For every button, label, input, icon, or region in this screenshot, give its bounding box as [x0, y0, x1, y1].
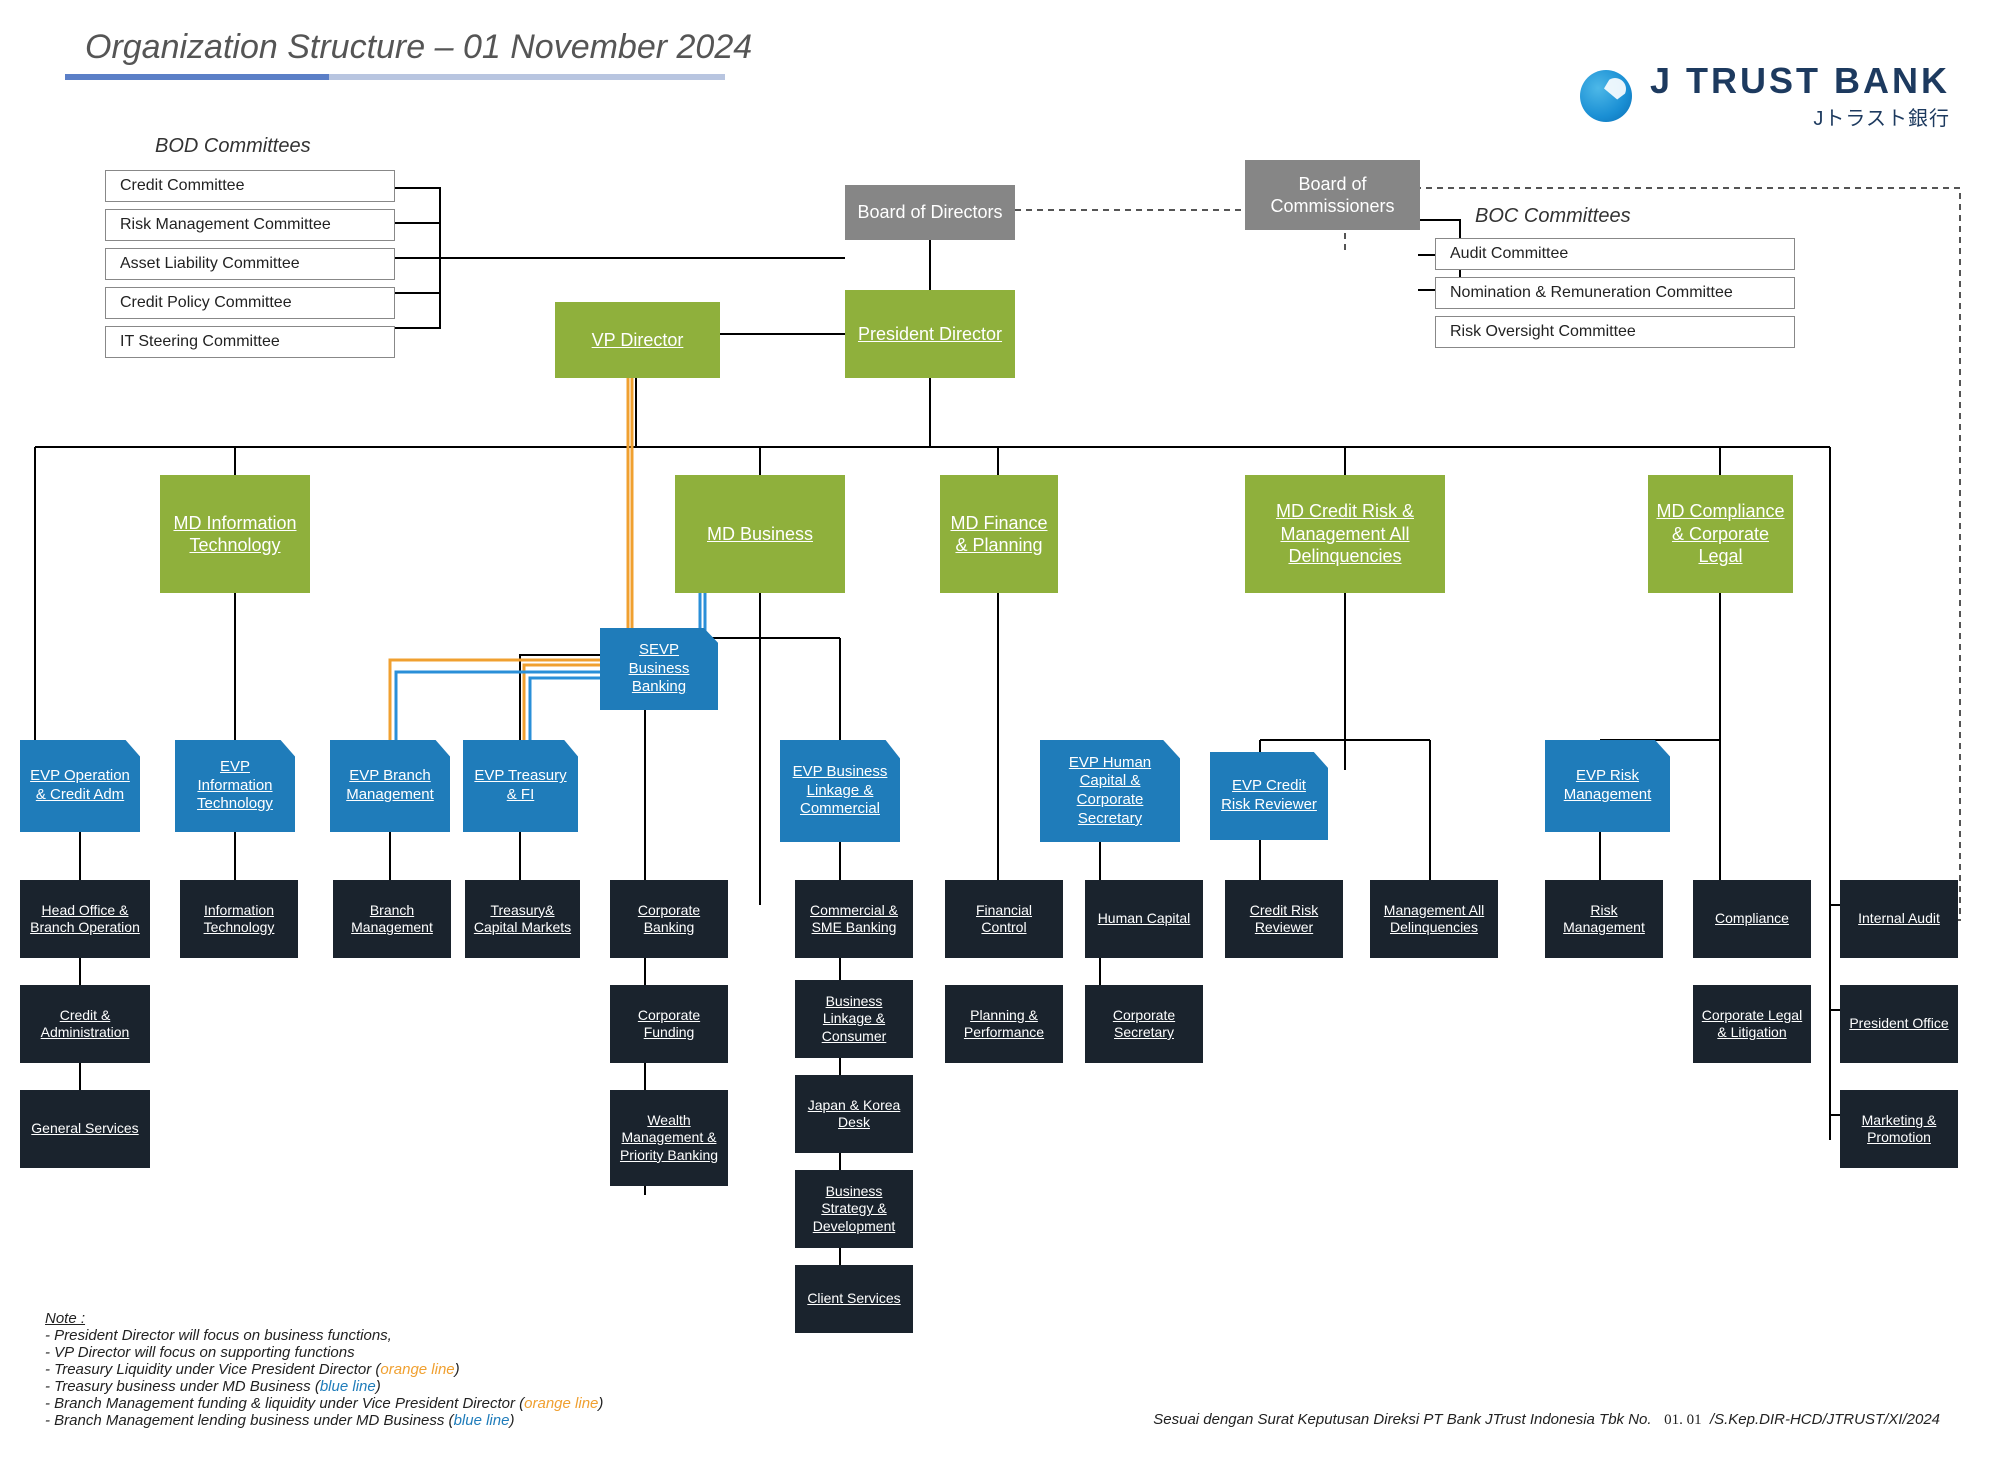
- note-line: Treasury Liquidity under Vice President …: [59, 1361, 603, 1378]
- notes-list-2: Treasury Liquidity under Vice President …: [45, 1361, 603, 1429]
- note-line: Branch Management lending business under…: [59, 1412, 603, 1429]
- node-md-it: MD Information Technology: [160, 475, 310, 593]
- page-title: Organization Structure – 01 November 202…: [85, 28, 752, 67]
- note-line: Branch Management funding & liquidity un…: [59, 1395, 603, 1412]
- node-md-credit: MD Credit Risk & Management All Delinque…: [1245, 475, 1445, 593]
- node-dept: General Services: [20, 1090, 150, 1168]
- note-line: VP Director will focus on supporting fun…: [59, 1344, 603, 1361]
- node-evp-crr: EVP Credit Risk Reviewer: [1210, 752, 1328, 840]
- node-evp-risk: EVP Risk Management: [1545, 740, 1670, 832]
- node-dept: Client Services: [795, 1265, 913, 1333]
- node-dept: Head Office & Branch Operation: [20, 880, 150, 958]
- node-dept: Wealth Management & Priority Banking: [610, 1090, 728, 1186]
- node-dept: Planning & Performance: [945, 985, 1063, 1063]
- note-line: President Director will focus on busines…: [59, 1327, 603, 1344]
- node-dept: Japan & Korea Desk: [795, 1075, 913, 1153]
- node-vp-director: VP Director: [555, 302, 720, 378]
- bod-committees-title: BOD Committees: [155, 135, 311, 158]
- node-president-director: President Director: [845, 290, 1015, 378]
- node-evp-bl-comm: EVP Business Linkage & Commercial: [780, 740, 900, 842]
- node-dept: Credit & Administration: [20, 985, 150, 1063]
- node-dept: Financial Control: [945, 880, 1063, 958]
- node-sevp-business-banking: SEVP Business Banking: [600, 628, 718, 710]
- node-dept: Internal Audit: [1840, 880, 1958, 958]
- logo-icon: [1580, 70, 1632, 122]
- node-dept: Corporate Funding: [610, 985, 728, 1063]
- node-evp-it: EVP Information Technology: [175, 740, 295, 832]
- committee-item: Credit Committee: [105, 170, 395, 202]
- boc-committees-list: Audit Committee Nomination & Remuneratio…: [1435, 238, 1795, 355]
- node-dept: Corporate Banking: [610, 880, 728, 958]
- node-dept: Human Capital: [1085, 880, 1203, 958]
- node-board-of-commissioners: Board of Commissioners: [1245, 160, 1420, 230]
- notes-header: Note :: [45, 1310, 603, 1327]
- node-dept: Branch Management: [333, 880, 451, 958]
- node-dept: Credit Risk Reviewer: [1225, 880, 1343, 958]
- node-dept: Business Strategy & Development: [795, 1170, 913, 1248]
- logo: J TRUST BANK Jトラスト銀行: [1580, 60, 1950, 131]
- committee-item: Risk Oversight Committee: [1435, 316, 1795, 348]
- committee-item: Credit Policy Committee: [105, 287, 395, 319]
- committee-item: IT Steering Committee: [105, 326, 395, 358]
- node-dept: Corporate Legal & Litigation: [1693, 985, 1811, 1063]
- node-dept: Compliance: [1693, 880, 1811, 958]
- committee-item: Asset Liability Committee: [105, 248, 395, 280]
- committee-item: Audit Committee: [1435, 238, 1795, 270]
- node-md-compliance: MD Compliance & Corporate Legal: [1648, 475, 1793, 593]
- node-evp-treasury: EVP Treasury & FI: [463, 740, 578, 832]
- node-dept: Treasury& Capital Markets: [465, 880, 580, 958]
- title-underline: [65, 74, 725, 80]
- node-dept: Risk Management: [1545, 880, 1663, 958]
- note-line: Treasury business under MD Business (blu…: [59, 1378, 603, 1395]
- notes-block: Note : President Director will focus on …: [45, 1310, 603, 1429]
- node-dept: Marketing & Promotion: [1840, 1090, 1958, 1168]
- logo-jp-text: Jトラスト銀行: [1650, 102, 1950, 131]
- committee-item: Nomination & Remuneration Committee: [1435, 277, 1795, 309]
- node-board-of-directors: Board of Directors: [845, 185, 1015, 240]
- footer-reference: Sesuai dengan Surat Keputusan Direksi PT…: [1153, 1411, 1940, 1429]
- node-evp-branch: EVP Branch Management: [330, 740, 450, 832]
- node-evp-hc: EVP Human Capital & Corporate Secretary: [1040, 740, 1180, 842]
- node-dept: Corporate Secretary: [1085, 985, 1203, 1063]
- node-dept: Commercial & SME Banking: [795, 880, 913, 958]
- node-dept: Business Linkage & Consumer: [795, 980, 913, 1058]
- node-md-business: MD Business: [675, 475, 845, 593]
- logo-main-text: J TRUST BANK: [1650, 60, 1950, 102]
- boc-committees-title: BOC Committees: [1475, 205, 1631, 228]
- notes-list: President Director will focus on busines…: [45, 1327, 603, 1361]
- node-dept: Management All Delinquencies: [1370, 880, 1498, 958]
- node-dept: Information Technology: [180, 880, 298, 958]
- committee-item: Risk Management Committee: [105, 209, 395, 241]
- bod-committees-list: Credit Committee Risk Management Committ…: [105, 170, 395, 365]
- node-dept: President Office: [1840, 985, 1958, 1063]
- node-evp-op-credit: EVP Operation & Credit Adm: [20, 740, 140, 832]
- node-md-finance: MD Finance & Planning: [940, 475, 1058, 593]
